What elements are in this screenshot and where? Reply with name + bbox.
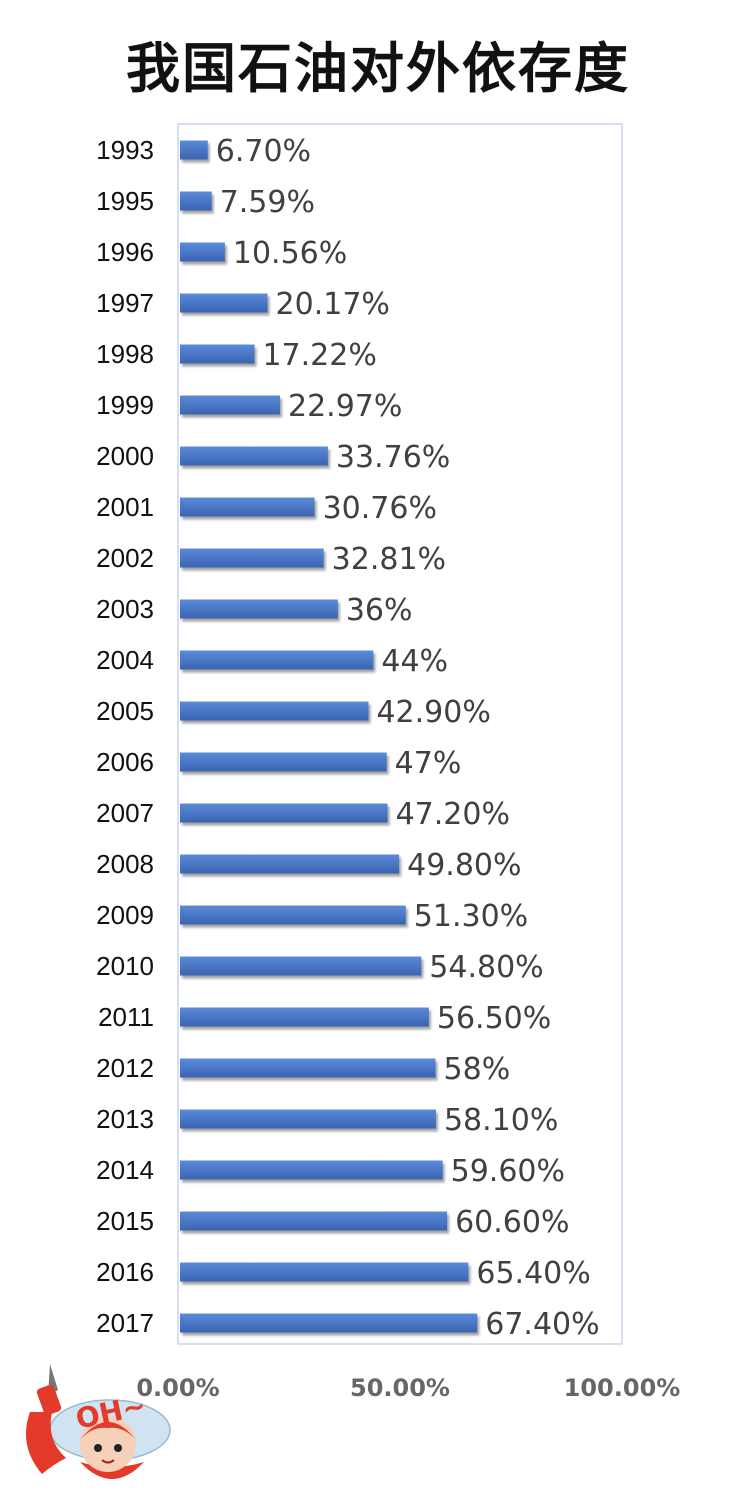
data-label: 20.17% [276,287,390,322]
data-label: 59.60% [451,1154,565,1189]
data-label: 44% [381,644,448,679]
y-tick-label: 2000 [96,441,154,471]
bar [180,905,406,925]
bars-layer: 1993 6.70% 1995 7.59% 1996 10.56% 1997 20.17% 19… [96,134,680,1402]
data-label: 6.70% [216,134,311,169]
bar [180,1160,443,1180]
y-tick-label: 1999 [96,390,154,420]
data-label: 42.90% [376,695,490,730]
data-label: 32.81% [332,542,446,577]
chart-title: 我国石油对外依存度 [126,37,630,100]
y-tick-label: 2010 [96,951,154,981]
y-tick-label: 2015 [96,1206,154,1236]
y-tick-label: 2009 [96,900,154,930]
y-tick-label: 2002 [96,543,154,573]
data-label: 33.76% [336,440,450,475]
data-label: 56.50% [437,1001,551,1036]
data-label: 58% [444,1052,511,1087]
bar [180,956,422,976]
data-label: 36% [346,593,413,628]
y-tick-label: 2014 [96,1155,154,1185]
y-tick-label: 1997 [96,288,154,318]
y-tick-label: 2005 [96,696,154,726]
y-tick-label: 2003 [96,594,154,624]
bar [180,1211,448,1231]
y-tick-label: 2017 [96,1308,154,1338]
mascot-logo: OH~ [26,1364,171,1479]
y-tick-label: 1993 [96,135,154,165]
y-tick-label: 1996 [96,237,154,267]
bar [180,599,338,619]
y-tick-label: 1995 [96,186,154,216]
data-label: 67.40% [485,1307,599,1342]
bar [180,293,268,313]
data-label: 51.30% [414,899,528,934]
data-label: 10.56% [233,236,347,271]
bar [180,1313,478,1333]
y-tick-label: 2011 [98,1002,154,1032]
bar [180,548,324,568]
bar [180,191,212,211]
data-label: 17.22% [262,338,376,373]
y-tick-label: 2008 [96,849,154,879]
bar [180,395,280,415]
y-tick-label: 2012 [96,1053,154,1083]
bar [180,446,328,466]
bar [180,1262,469,1282]
y-tick-label: 2007 [96,798,154,828]
data-label: 65.40% [476,1256,590,1291]
data-label: 49.80% [407,848,521,883]
data-label: 54.80% [429,950,543,985]
y-tick-label: 2006 [96,747,154,777]
bar [180,1007,429,1027]
x-tick-label: 0.00% [136,1374,219,1402]
x-tick-label: 50.00% [350,1374,450,1402]
y-tick-label: 2001 [96,492,154,522]
bar [180,497,315,517]
y-tick-label: 2004 [96,645,154,675]
data-label: 60.60% [455,1205,569,1240]
y-tick-label: 2016 [96,1257,154,1287]
bar [180,344,255,364]
data-label: 22.97% [288,389,402,424]
bar [180,1058,436,1078]
x-tick-label: 100.00% [564,1374,681,1402]
y-tick-label: 1998 [96,339,154,369]
bar [180,140,208,160]
bar [180,803,388,823]
data-label: 58.10% [444,1103,558,1138]
bar [180,854,400,874]
bar [180,242,225,262]
y-tick-label: 2013 [96,1104,154,1134]
bar [180,1109,436,1129]
data-label: 30.76% [323,491,437,526]
bar [180,650,374,670]
bar [180,701,369,721]
data-label: 47.20% [396,797,510,832]
data-label: 7.59% [220,185,315,220]
bar [180,752,387,772]
plot-area-frame [177,123,623,1345]
data-label: 47% [395,746,462,781]
